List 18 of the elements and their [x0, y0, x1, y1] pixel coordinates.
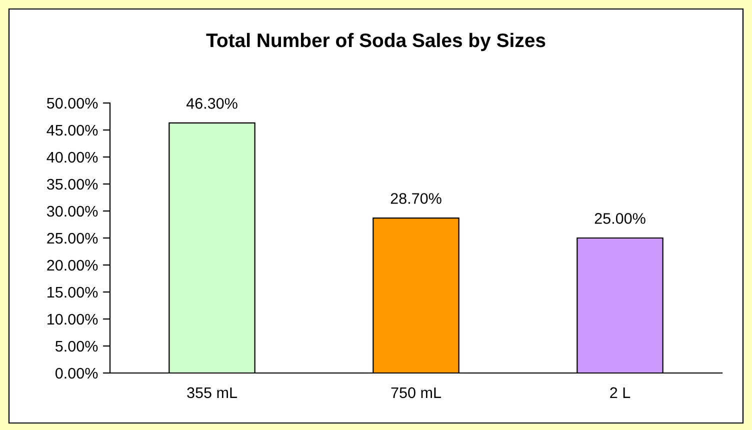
y-tick-label: 0.00% [55, 368, 98, 379]
y-tick-label: 15.00% [48, 286, 98, 298]
y-tick-label: 10.00% [48, 314, 98, 325]
data-label: 25.00% [594, 213, 646, 224]
y-tick-label: 20.00% [47, 260, 98, 271]
x-tick-label: 750 mL [391, 387, 441, 398]
chart-title: Total Number of Soda Sales by Sizes [206, 32, 546, 52]
y-tick-label: 35.00% [46, 178, 98, 190]
data-label: 46.30% [186, 98, 238, 109]
y-tick-label: 45.00% [46, 124, 98, 136]
x-tick-label: 355 mL [187, 387, 237, 398]
y-tick-label: 50.00% [46, 98, 98, 109]
y-tick-label: 30.00% [46, 206, 98, 217]
y-tick-label: 40.00% [46, 152, 98, 163]
y-tick-label: 25.00% [47, 232, 98, 244]
y-tick-label: 5.00% [55, 340, 98, 352]
x-tick-label: 2 L [610, 387, 630, 398]
data-label: 28.70% [390, 193, 442, 204]
